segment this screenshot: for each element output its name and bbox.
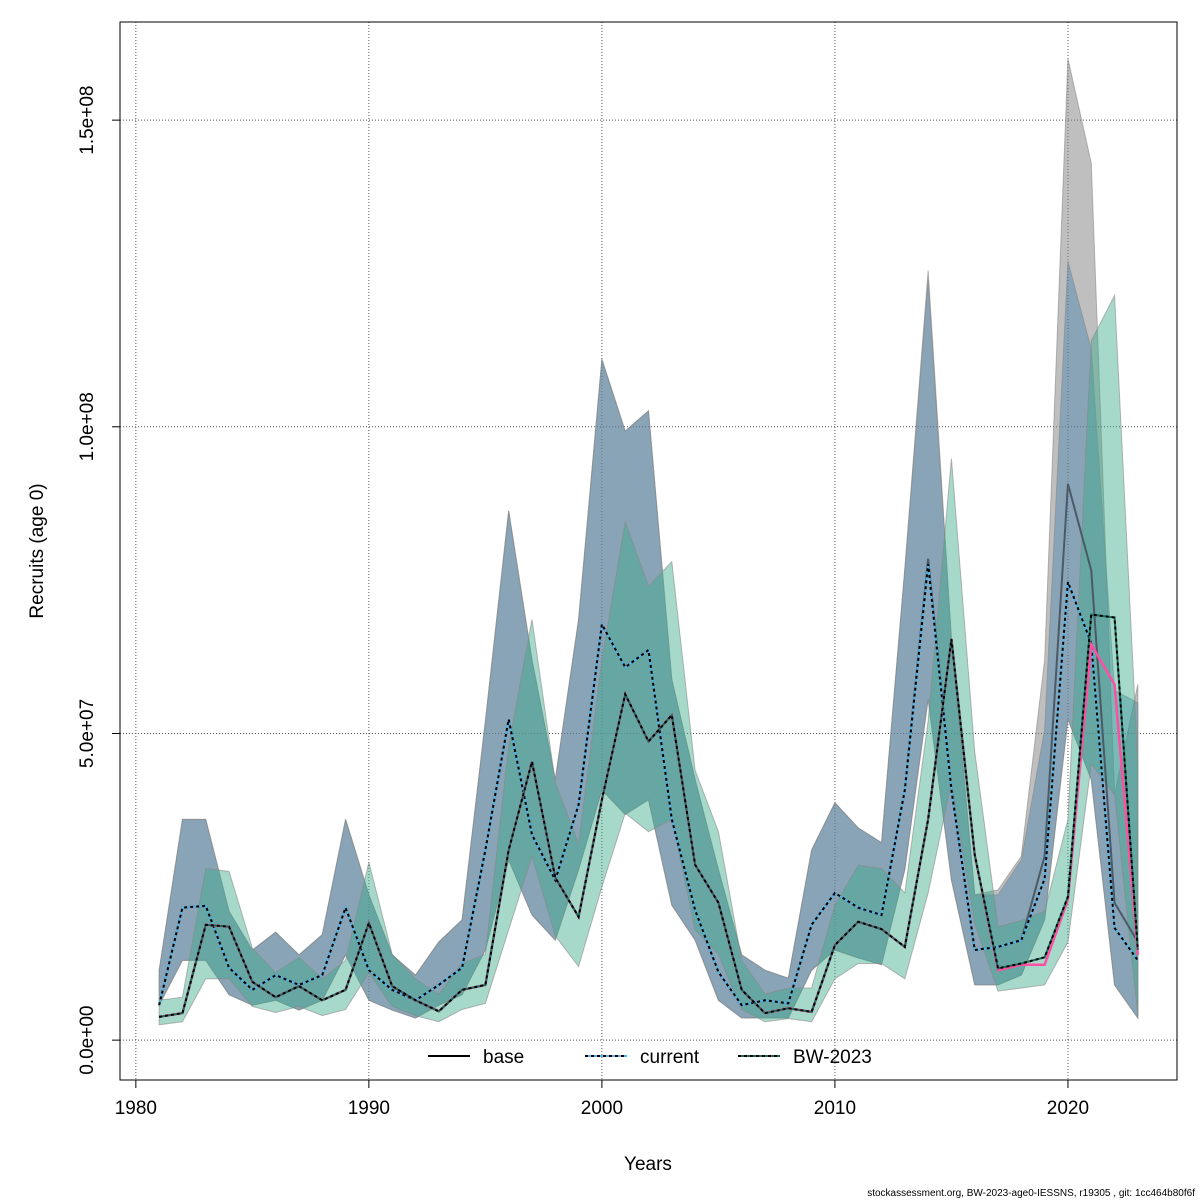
band-bw-2023 xyxy=(158,293,1139,1026)
line-bw-2023-dots xyxy=(158,613,1139,1018)
y-axis-title: Recruits (age 0) xyxy=(27,483,48,618)
footer-text: stockassessment.org, BW-2023-age0-IESSNS… xyxy=(867,1188,1195,1199)
legend-label: BW-2023 xyxy=(793,1047,872,1068)
legend-label: base xyxy=(483,1047,524,1068)
y-tick-label: 1.0e+08 xyxy=(77,392,98,461)
x-axis-title: Years xyxy=(624,1154,672,1175)
x-tick-label: 2020 xyxy=(1047,1098,1089,1119)
x-tick-label: 2010 xyxy=(814,1098,856,1119)
band-current xyxy=(158,261,1139,1020)
y-tick-label: 5.0e+07 xyxy=(77,699,98,768)
series-lines xyxy=(158,483,1140,1019)
line-current-dots xyxy=(158,564,1139,1007)
x-tick-label: 1980 xyxy=(115,1098,157,1119)
legend: base current BW-2023 xyxy=(428,1047,872,1068)
y-tick-label: 0.0e+00 xyxy=(77,1006,98,1075)
x-axis: 1980 1990 2000 2010 2020 xyxy=(115,1080,1089,1119)
x-tick-label: 1990 xyxy=(348,1098,390,1119)
legend-label: current xyxy=(640,1047,700,1068)
confidence-bands xyxy=(158,58,1139,1026)
plot-frame xyxy=(119,21,1178,1081)
x-tick-label: 2000 xyxy=(581,1098,623,1119)
y-tick-label: 1.5e+08 xyxy=(77,86,98,155)
y-axis: 0.0e+00 5.0e+07 1.0e+08 1.5e+08 xyxy=(77,86,120,1075)
